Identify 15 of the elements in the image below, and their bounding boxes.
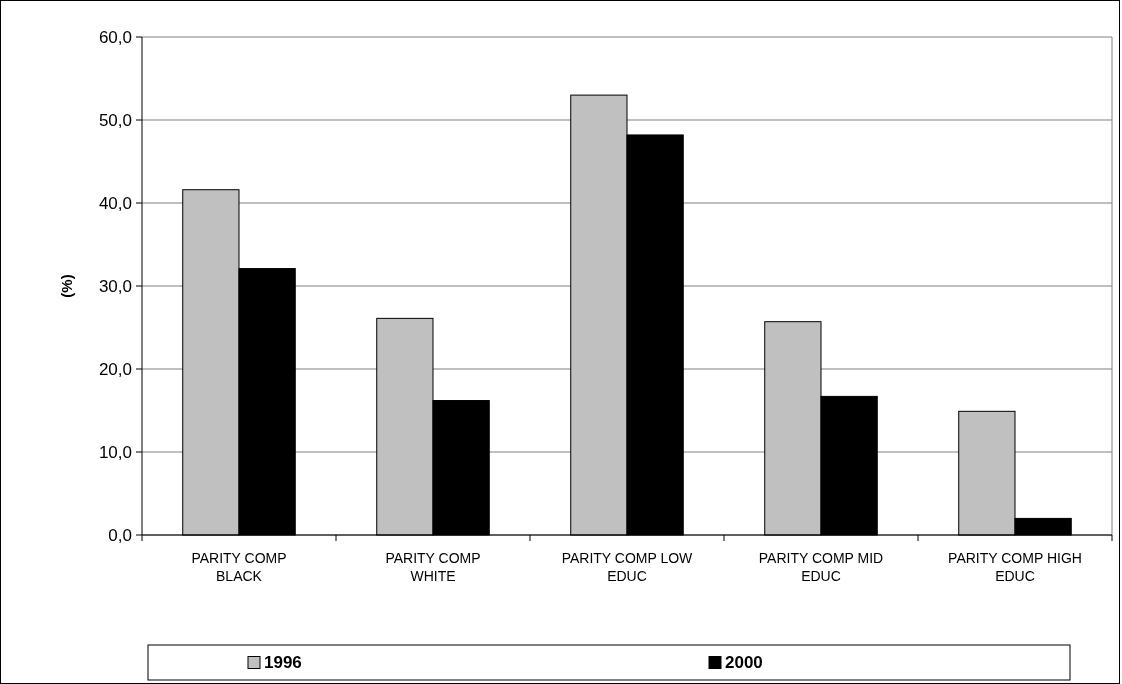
legend-label: 1996 (264, 653, 302, 673)
x-tick-label: PARITY COMP LOW EDUC (561, 550, 694, 584)
y-tick-label: 30,0 (98, 276, 132, 296)
y-axis-title: (%) (58, 274, 75, 298)
y-tick-label: 60,0 (98, 27, 132, 47)
y-tick-label: 40,0 (98, 193, 132, 213)
y-tick-label: 0,0 (108, 525, 132, 545)
y-tick-label: 10,0 (98, 442, 132, 462)
x-tick-label: PARITY COMP HIGH EDUC (948, 550, 1082, 584)
x-tick-label: PARITY COMP WHITE (385, 550, 481, 584)
y-tick-label: 20,0 (98, 359, 132, 379)
y-tick-label: 50,0 (98, 110, 132, 130)
legend-label: 2000 (725, 653, 763, 673)
x-tick-label: PARITY COMP BLACK (191, 550, 287, 584)
x-tick-label: PARITY COMP MID EDUC (758, 550, 884, 584)
